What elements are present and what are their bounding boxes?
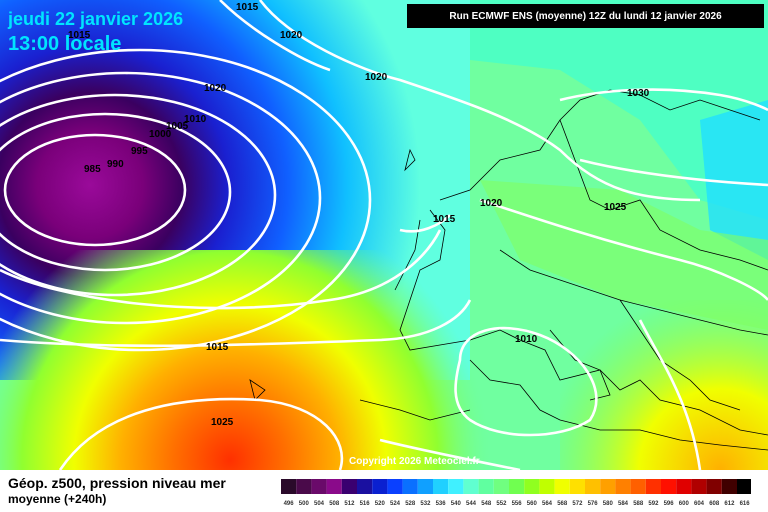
scale-swatch (569, 479, 585, 494)
scale-tick-label: 560 (527, 501, 538, 507)
scale-tick-label: 604 (694, 501, 705, 507)
isobar-label: 1010 (184, 114, 207, 125)
scale-tick-label: 536 (436, 501, 447, 507)
scale-tick-label: 504 (314, 501, 325, 507)
scale-tick-label: 556 (512, 501, 523, 507)
scale-swatch (326, 479, 342, 494)
isobar-label: 1015 (206, 342, 229, 353)
scale-tick-label: 596 (664, 501, 675, 507)
scale-tick-label: 508 (329, 501, 340, 507)
scale-swatch (585, 479, 601, 494)
copyright-text: Copyright 2026 Meteociel.fr (349, 456, 480, 467)
isobar-label: 1015 (68, 30, 91, 41)
scale-swatch (478, 479, 494, 494)
forecast-time: 13:00 locale (8, 33, 122, 55)
scale-swatch (691, 479, 707, 494)
scale-tick-label: 496 (284, 501, 295, 507)
scale-swatch (311, 479, 327, 494)
scale-swatch (630, 479, 646, 494)
scale-tick-label: 572 (572, 501, 583, 507)
scale-swatch (661, 479, 677, 494)
isobar-label: 1025 (211, 417, 234, 428)
scale-swatch (645, 479, 661, 494)
scale-swatch (615, 479, 631, 494)
legend-title: Géop. z500, pression niveau mer (8, 475, 226, 491)
scale-tick-label: 616 (740, 501, 751, 507)
scale-tick-label: 532 (420, 501, 431, 507)
isobar-label: 985 (84, 164, 101, 175)
scale-tick-label: 552 (496, 501, 507, 507)
scale-swatch (493, 479, 509, 494)
scale-swatch (524, 479, 540, 494)
scale-tick-label: 592 (648, 501, 659, 507)
isobars (0, 0, 768, 470)
scale-swatch (554, 479, 570, 494)
scale-swatch (372, 479, 388, 494)
scale-swatch (402, 479, 418, 494)
isobar-labels: 1015 1015 1020 1020 1020 1030 1010 1005 … (68, 2, 650, 428)
scale-tick-label: 540 (451, 501, 462, 507)
isobar-label: 1020 (480, 198, 503, 209)
isobar-label: 990 (107, 159, 124, 170)
model-run-banner: Run ECMWF ENS (moyenne) 12Z du lundi 12 … (407, 4, 764, 28)
scale-swatch (296, 479, 312, 494)
scale-tick-label: 580 (603, 501, 614, 507)
scale-swatch (539, 479, 555, 494)
scale-swatch (706, 479, 722, 494)
scale-tick-label: 520 (375, 501, 386, 507)
scale-swatch (341, 479, 357, 494)
isobar-label: 995 (131, 146, 148, 157)
scale-tick-label: 584 (618, 501, 629, 507)
scale-swatch (463, 479, 479, 494)
forecast-date: jeudi 22 janvier 2026 (8, 9, 184, 29)
scale-swatch (721, 479, 737, 494)
color-scale: 496 500 504 508 512 516 520 524 528 532 536 540 544 5… (281, 479, 751, 507)
legend-subtitle: moyenne (+240h) (8, 492, 107, 506)
scale-tick-label: 612 (724, 501, 735, 507)
isobar-label: 1020 (204, 83, 227, 94)
scale-tick-label: 564 (542, 501, 553, 507)
scale-swatch (509, 479, 525, 494)
scale-swatch (357, 479, 373, 494)
scale-swatch (737, 479, 751, 494)
isobar-label: 1025 (604, 202, 627, 213)
scale-tick-label: 544 (466, 501, 477, 507)
scale-swatch (281, 479, 297, 494)
scale-tick-label: 500 (299, 501, 310, 507)
scale-swatch (676, 479, 692, 494)
weather-map: 1015 1015 1020 1020 1020 1030 1010 1005 … (0, 0, 768, 470)
isobar-label: 1020 (280, 30, 303, 41)
scale-swatch (417, 479, 433, 494)
scale-swatch (387, 479, 403, 494)
isobar-label: 1020 (365, 72, 388, 83)
scale-swatch (448, 479, 464, 494)
scale-swatch (600, 479, 616, 494)
scale-tick-label: 524 (390, 501, 401, 507)
isobar-label: 1015 (433, 214, 456, 225)
isobar-label: 1005 (166, 121, 189, 132)
isobar-label: 1010 (515, 334, 538, 345)
scale-tick-label: 512 (344, 501, 355, 507)
scale-tick-label: 588 (633, 501, 644, 507)
scale-swatch (433, 479, 449, 494)
scale-tick-label: 568 (557, 501, 568, 507)
scale-tick-label: 548 (481, 501, 492, 507)
isobar-label: 1030 (627, 88, 650, 99)
isobar-label: 1000 (149, 129, 172, 140)
scale-tick-label: 600 (679, 501, 690, 507)
scale-tick-label: 608 (709, 501, 720, 507)
scale-tick-label: 516 (360, 501, 371, 507)
scale-tick-label: 576 (588, 501, 599, 507)
isobar-label: 1015 (236, 2, 259, 13)
scale-tick-label: 528 (405, 501, 416, 507)
